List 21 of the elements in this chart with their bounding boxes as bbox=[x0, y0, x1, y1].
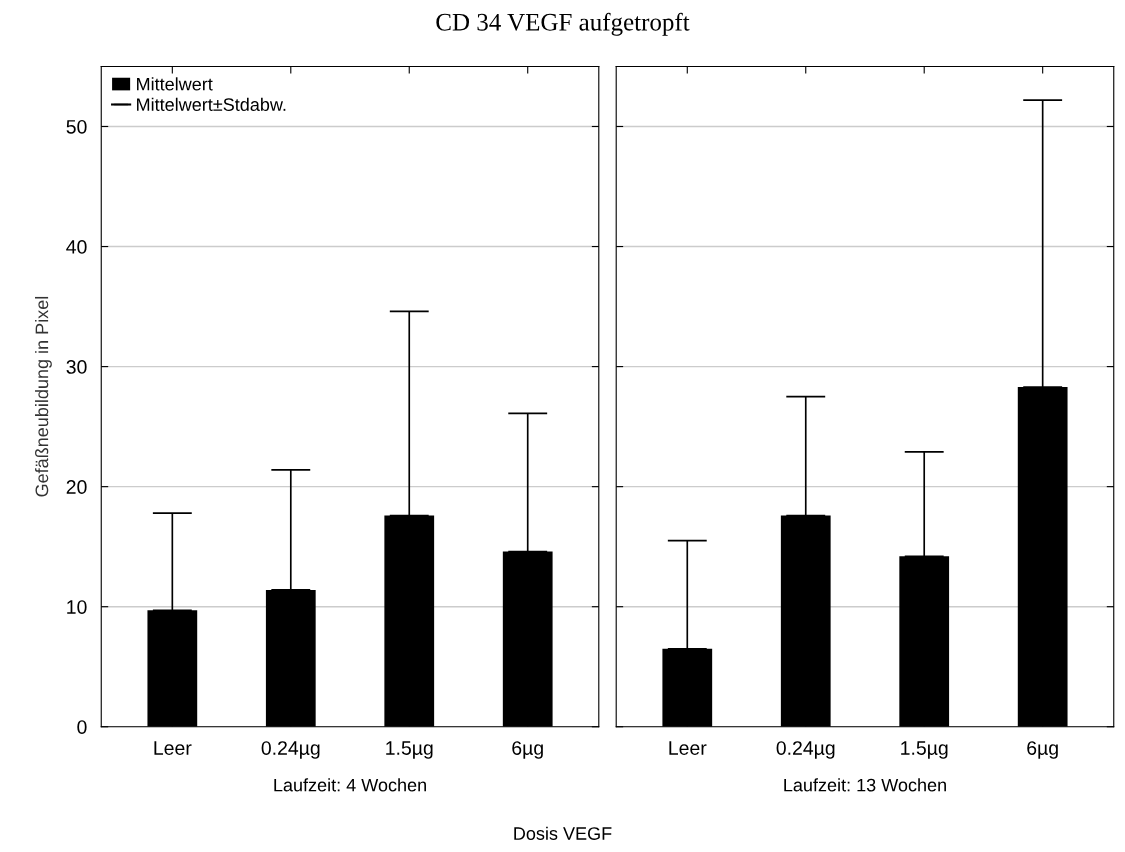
y-tick-label: 0 bbox=[77, 720, 87, 734]
y-tick-label: 10 bbox=[67, 600, 87, 614]
x-tick-label: Leer bbox=[669, 741, 707, 755]
x-tick-label: 6µg bbox=[1027, 741, 1058, 759]
x-tick-label: Leer bbox=[154, 741, 192, 755]
text: Dosis VEGF bbox=[514, 826, 612, 840]
x-tick-label: 1.5µg bbox=[901, 741, 948, 759]
x-tick-label: 0.24µg bbox=[776, 741, 835, 759]
annotation: Mittelwert±Stdabw. bbox=[137, 97, 286, 111]
x-tick-label: 1.5µg bbox=[386, 741, 433, 759]
y-tick-label: 50 bbox=[66, 119, 87, 134]
y-tick-label: 40 bbox=[66, 240, 87, 254]
x-tick-label: 6µg bbox=[512, 741, 543, 759]
legend-label: Mittelwert bbox=[137, 77, 213, 91]
x-tick-label: 0.24µg bbox=[261, 741, 320, 759]
x-axis-title: Laufzeit: 13 Wochen bbox=[784, 778, 946, 792]
y-tick-label: 20 bbox=[66, 480, 87, 494]
y-axis-title: Gefäßneubildung in Pixel bbox=[35, 296, 52, 497]
x-axis-title: Laufzeit: 4 Wochen bbox=[274, 778, 426, 792]
y-tick-label: 30 bbox=[66, 360, 87, 374]
chart-title: CD 34 VEGF aufgetropft bbox=[436, 12, 690, 36]
